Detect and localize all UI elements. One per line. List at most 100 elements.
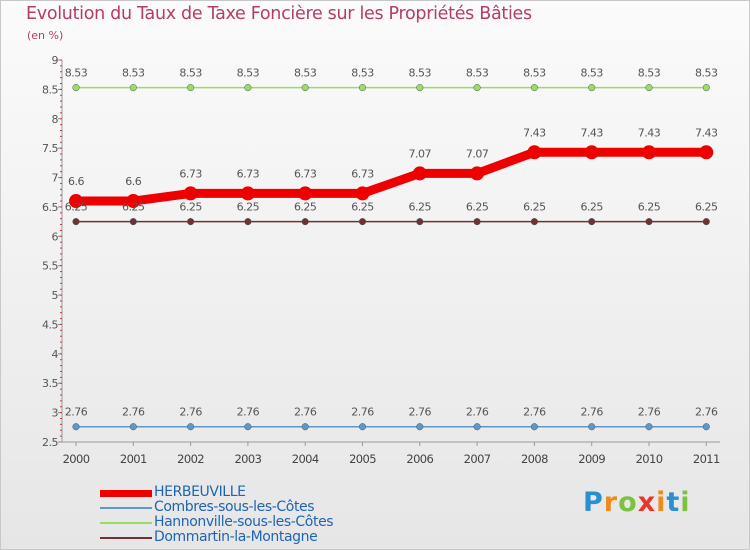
data-label: 8.53	[695, 67, 718, 80]
x-tick-label: 2005	[349, 452, 376, 466]
data-label: 2.76	[179, 406, 202, 419]
data-point	[72, 84, 80, 92]
data-point	[301, 84, 309, 92]
data-label: 6.25	[179, 201, 202, 214]
data-point	[702, 218, 710, 226]
data-label: 6.6	[125, 175, 141, 188]
data-point	[416, 423, 424, 431]
data-label: 6.25	[351, 201, 374, 214]
legend-swatch	[100, 489, 152, 497]
data-label: 8.53	[65, 67, 88, 80]
data-label: 7.43	[638, 126, 661, 139]
y-tick-label: 9	[52, 54, 59, 67]
data-label: 2.76	[580, 406, 603, 419]
x-tick-label: 2008	[521, 452, 548, 466]
data-point	[358, 218, 367, 226]
legend-swatch	[100, 522, 152, 524]
data-point	[530, 218, 538, 226]
data-point	[298, 186, 313, 201]
data-label: 8.53	[466, 67, 489, 80]
data-point	[702, 423, 710, 431]
data-label: 6.25	[237, 201, 260, 214]
data-point	[358, 84, 367, 92]
data-point	[412, 166, 427, 181]
data-point	[244, 423, 252, 431]
legend-label: HERBEUVILLE	[154, 484, 246, 500]
data-label: 6.6	[68, 175, 84, 188]
y-tick-label: 3.5	[42, 377, 58, 390]
x-tick-label: 2009	[578, 452, 605, 466]
data-label: 6.25	[580, 201, 603, 214]
data-label: 2.76	[122, 406, 145, 419]
data-point	[72, 423, 80, 431]
unit-label: (en %)	[27, 29, 64, 42]
data-label: 6.25	[466, 201, 489, 214]
data-point	[530, 423, 538, 431]
data-point	[355, 186, 370, 201]
data-point	[72, 218, 80, 226]
y-tick-label: 8	[52, 113, 59, 126]
data-point	[645, 423, 653, 431]
legend-label: Dommartin-la-Montagne	[154, 529, 318, 545]
y-tick-label: 8.5	[42, 83, 58, 96]
data-point	[126, 194, 141, 209]
y-tick-label: 5.5	[42, 260, 58, 273]
data-label: 8.53	[351, 67, 374, 80]
y-tick-label: 7	[52, 172, 59, 185]
data-label: 6.25	[122, 201, 145, 214]
data-point	[588, 84, 596, 92]
data-label: 6.73	[179, 167, 202, 180]
data-label: 8.53	[122, 67, 145, 80]
data-point	[588, 218, 596, 226]
data-point	[470, 166, 485, 181]
data-point	[588, 423, 596, 431]
data-point	[187, 423, 195, 431]
x-tick-label: 2003	[234, 452, 261, 466]
y-tick-label: 6.5	[42, 201, 58, 214]
y-tick-label: 6	[52, 230, 59, 243]
data-label: 8.53	[409, 67, 432, 80]
data-label: 6.25	[638, 201, 661, 214]
legend-swatch	[100, 507, 152, 509]
legend-swatch	[100, 537, 152, 539]
data-label: 2.76	[65, 406, 88, 419]
x-tick-label: 2007	[464, 452, 491, 466]
y-tick-label: 7.5	[42, 142, 58, 155]
data-label: 2.76	[409, 406, 432, 419]
data-label: 7.07	[466, 147, 489, 160]
logo-letter: x	[637, 487, 657, 518]
data-point	[129, 84, 137, 92]
data-point	[129, 423, 137, 431]
data-point	[473, 218, 481, 226]
logo-letter: P	[583, 487, 604, 518]
data-label: 7.43	[695, 126, 718, 139]
data-label: 6.25	[695, 201, 718, 214]
data-label: 6.73	[351, 167, 374, 180]
data-label: 8.53	[294, 67, 317, 80]
logo-letter: o	[618, 487, 638, 518]
data-label: 2.76	[523, 406, 546, 419]
data-label: 6.73	[237, 167, 260, 180]
data-point	[702, 84, 710, 92]
data-point	[358, 423, 367, 431]
data-point	[645, 218, 653, 226]
data-point	[244, 84, 252, 92]
y-tick-label: 2.5	[42, 436, 58, 449]
x-tick-label: 2006	[406, 452, 433, 466]
data-label: 8.53	[237, 67, 260, 80]
data-label: 6.25	[523, 201, 546, 214]
data-point	[183, 186, 198, 201]
legend-label: Hannonville-sous-les-Côtes	[154, 514, 334, 530]
data-point	[301, 218, 309, 226]
data-label: 8.53	[179, 67, 202, 80]
data-point	[473, 423, 481, 431]
series-line	[76, 147, 707, 206]
data-label: 2.76	[695, 406, 718, 419]
data-label: 6.73	[294, 167, 317, 180]
data-label: 2.76	[237, 406, 260, 419]
data-point	[69, 194, 83, 209]
proxiti-logo: Proxiti	[583, 487, 691, 518]
data-label: 2.76	[351, 406, 374, 419]
legend-label: Combres-sous-les-Côtes	[154, 499, 315, 515]
